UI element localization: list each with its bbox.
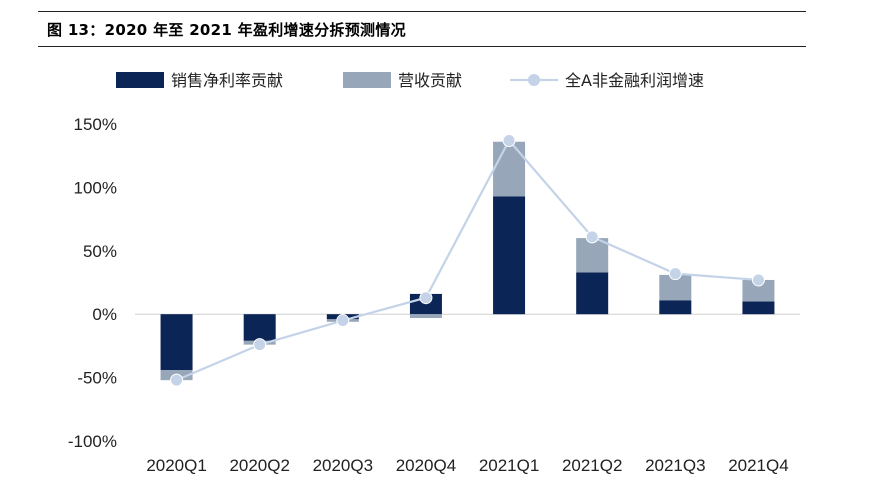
y-tick-label: 100% [74, 178, 117, 197]
line-series [170, 133, 765, 387]
profit-growth-point [170, 373, 184, 387]
bars [160, 141, 775, 381]
y-axis: 150% 100% 50% 0% -50% -100% [68, 115, 117, 451]
profit-growth-point [419, 291, 433, 305]
bar-revenue [576, 238, 609, 273]
profit-growth-point [502, 133, 516, 147]
y-tick-label: -50% [77, 369, 117, 388]
legend-swatch-line-marker [528, 74, 540, 86]
x-tick-label: 2021Q4 [728, 456, 789, 475]
x-tick-label: 2020Q3 [313, 456, 374, 475]
y-tick-label: 150% [74, 115, 117, 134]
bar-net-margin [742, 301, 775, 315]
bar-net-margin [659, 300, 692, 315]
bar-net-margin [493, 196, 526, 315]
title-bar: 图 13：2020 年至 2021 年盈利增速分拆预测情况 [38, 11, 806, 47]
y-tick-label: 0% [92, 305, 117, 324]
bar-net-margin [160, 314, 193, 370]
profit-growth-point [751, 273, 765, 287]
bar-revenue [742, 279, 775, 302]
x-tick-label: 2021Q2 [562, 456, 623, 475]
x-tick-label: 2020Q4 [396, 456, 457, 475]
legend: 销售净利率贡献 营收贡献 全A非金融利润增速 [116, 71, 704, 90]
x-tick-label: 2021Q1 [479, 456, 540, 475]
x-tick-label: 2020Q2 [229, 456, 290, 475]
profit-growth-point [336, 314, 350, 328]
x-tick-label: 2020Q1 [146, 456, 207, 475]
profit-growth-line [176, 138, 759, 382]
y-tick-label: 50% [83, 242, 117, 261]
bar-net-margin [576, 272, 609, 315]
profit-growth-point [668, 267, 682, 281]
legend-swatch-net-margin [116, 72, 164, 88]
x-tick-label: 2021Q3 [645, 456, 706, 475]
profit-growth-point [253, 338, 267, 352]
x-axis: 2020Q1 2020Q2 2020Q3 2020Q4 2021Q1 2021Q2 2021… [146, 456, 788, 475]
legend-label-revenue: 营收贡献 [398, 71, 462, 90]
bar-revenue [493, 141, 526, 197]
y-tick-label: -100% [68, 432, 117, 451]
legend-label-net-margin: 销售净利率贡献 [171, 71, 283, 90]
bar-revenue [409, 314, 442, 319]
legend-swatch-revenue [343, 72, 391, 88]
legend-label-line: 全A非金融利润增速 [565, 71, 704, 90]
figure-title: 图 13：2020 年至 2021 年盈利增速分拆预测情况 [47, 21, 406, 39]
bar-net-margin [243, 314, 276, 341]
profit-growth-point [585, 230, 599, 244]
